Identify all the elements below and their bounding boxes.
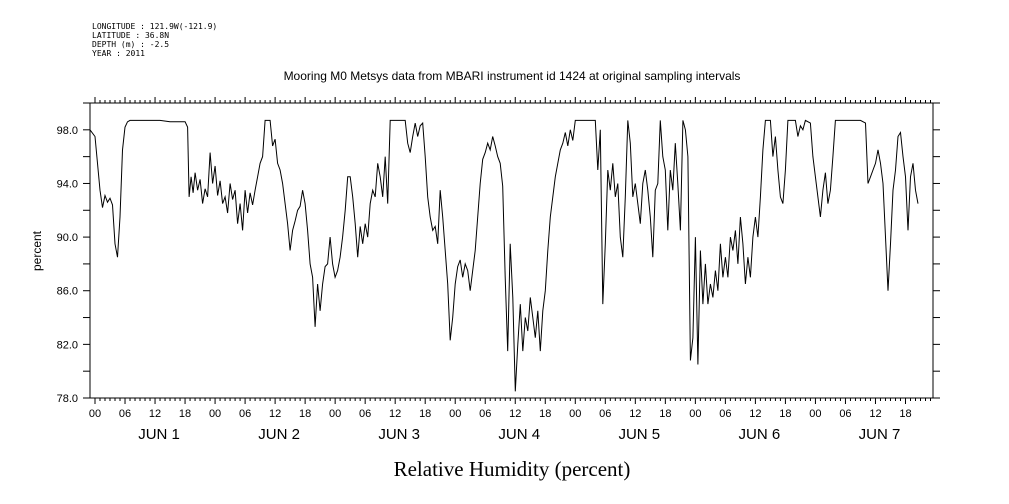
chart-title: Mooring M0 Metsys data from MBARI instru… xyxy=(284,69,741,83)
x-tick-label: 18 xyxy=(899,408,911,420)
day-label: JUN 1 xyxy=(138,426,180,443)
x-tick-labels: 00 06 12 18 00 06 12 18 00 06 12 18 00 06 12 18 00 06 12 18… xyxy=(89,408,912,420)
y-tick-label: 98.0 xyxy=(57,125,78,137)
day-label: JUN 2 xyxy=(258,426,300,443)
y-tick-label: 78.0 xyxy=(57,393,78,405)
day-labels: JUN 1 JUN 2 JUN 3 JUN 4 JUN 5 JUN 6 JUN 7 xyxy=(138,426,900,443)
series-line xyxy=(89,119,919,392)
y-tick-label: 90.0 xyxy=(57,232,78,244)
x-tick-label: 00 xyxy=(209,408,221,420)
x-tick-label: 12 xyxy=(269,408,281,420)
x-axis-label: Relative Humidity (percent) xyxy=(394,457,631,481)
y-tick-label: 94.0 xyxy=(57,178,78,190)
x-tick-label: 18 xyxy=(419,408,431,420)
x-tick-label: 12 xyxy=(869,408,881,420)
x-tick-label: 18 xyxy=(659,408,671,420)
x-tick-label: 12 xyxy=(149,408,161,420)
x-tick-label: 06 xyxy=(839,408,851,420)
x-tick-label: 00 xyxy=(449,408,461,420)
x-tick-label: 18 xyxy=(299,408,311,420)
x-tick-label: 18 xyxy=(179,408,191,420)
depth-label: DEPTH (m) : -2.5 xyxy=(92,40,170,49)
y-tick-label: 86.0 xyxy=(57,286,78,298)
day-label: JUN 7 xyxy=(859,426,901,443)
y-tick-label: 82.0 xyxy=(57,339,78,351)
x-tick-label: 06 xyxy=(119,408,131,420)
x-tick-label: 06 xyxy=(359,408,371,420)
x-tick-label: 06 xyxy=(719,408,731,420)
year-label: YEAR : 2011 xyxy=(92,49,145,58)
latitude-label: LATITUDE : 36.8N xyxy=(92,31,170,40)
x-tick-label: 12 xyxy=(629,408,641,420)
longitude-label: LONGITUDE : 121.9W(-121.9) xyxy=(92,22,218,31)
x-tick-label: 00 xyxy=(689,408,701,420)
x-tick-label: 18 xyxy=(779,408,791,420)
x-tick-label: 06 xyxy=(599,408,611,420)
day-label: JUN 6 xyxy=(739,426,781,443)
y-axis-label: percent xyxy=(30,230,44,271)
x-tick-label: 12 xyxy=(509,408,521,420)
day-label: JUN 5 xyxy=(618,426,660,443)
x-tick-label: 12 xyxy=(389,408,401,420)
x-tick-label: 00 xyxy=(329,408,341,420)
x-tick-label: 00 xyxy=(569,408,581,420)
axis-ticks xyxy=(83,97,940,404)
day-label: JUN 3 xyxy=(378,426,420,443)
x-tick-label: 06 xyxy=(239,408,251,420)
day-label: JUN 4 xyxy=(498,426,540,443)
x-tick-label: 12 xyxy=(749,408,761,420)
metadata-block: LONGITUDE : 121.9W(-121.9) LATITUDE : 36… xyxy=(92,22,217,58)
x-tick-label: 00 xyxy=(89,408,101,420)
x-tick-label: 00 xyxy=(809,408,821,420)
x-tick-label: 18 xyxy=(539,408,551,420)
plot-frame xyxy=(89,102,934,399)
y-tick-labels: 78.0 82.0 86.0 90.0 94.0 98.0 xyxy=(57,125,78,405)
x-tick-label: 06 xyxy=(479,408,491,420)
